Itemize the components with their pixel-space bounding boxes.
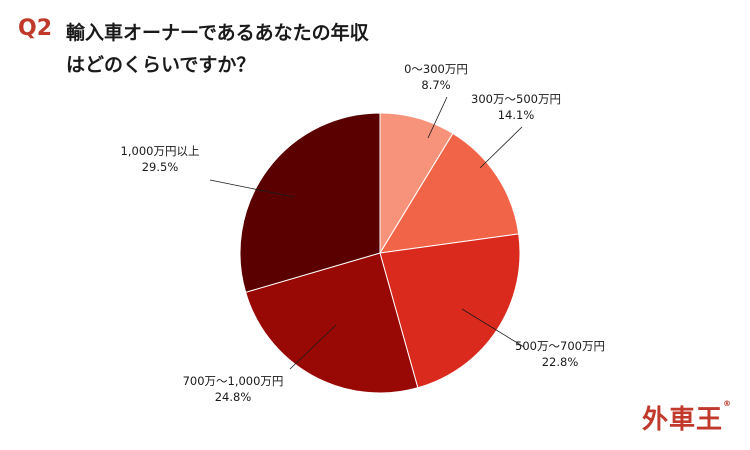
pie-slice (245, 252, 419, 394)
pie-slice (379, 132, 520, 254)
slice-category-label: 1,000万円以上 (121, 144, 200, 158)
leader-line (289, 324, 337, 370)
slice-category-label: 700万〜1,000万円 (183, 374, 284, 388)
pie-slices (239, 112, 521, 394)
slice-category-label: 500万〜700万円 (515, 339, 605, 353)
leader-line (479, 126, 523, 169)
slice-value-label: 8.7% (421, 78, 450, 92)
chart-title-line1: 輸入車オーナーであるあなたの年収 (66, 22, 369, 44)
leader-line (209, 179, 295, 198)
chart-title-line2: はどのくらいですか？ (66, 54, 256, 76)
slice-value-label: 14.1% (498, 108, 535, 122)
pie-slice (379, 233, 521, 389)
slice-value-label: 29.5% (142, 160, 179, 174)
slice-value-label: 24.8% (215, 390, 252, 404)
pie-slice (239, 112, 381, 293)
leader-line (461, 308, 525, 348)
logo-text: 外車王 (641, 405, 723, 435)
slice-value-label: 22.8% (542, 355, 579, 369)
slice-category-label: 300万〜500万円 (471, 92, 561, 106)
question-number: Q2 (18, 16, 53, 41)
brand-logo: 外車王® (642, 399, 732, 436)
slice-category-label: 0〜300万円 (404, 62, 468, 76)
leader-lines (209, 96, 525, 370)
leader-line (427, 96, 448, 139)
registered-mark: ® (723, 399, 732, 408)
slice-labels: 0〜300万円 8.7% 300万〜500万円 14.1% 500万〜700万円 22.8… (121, 62, 605, 404)
